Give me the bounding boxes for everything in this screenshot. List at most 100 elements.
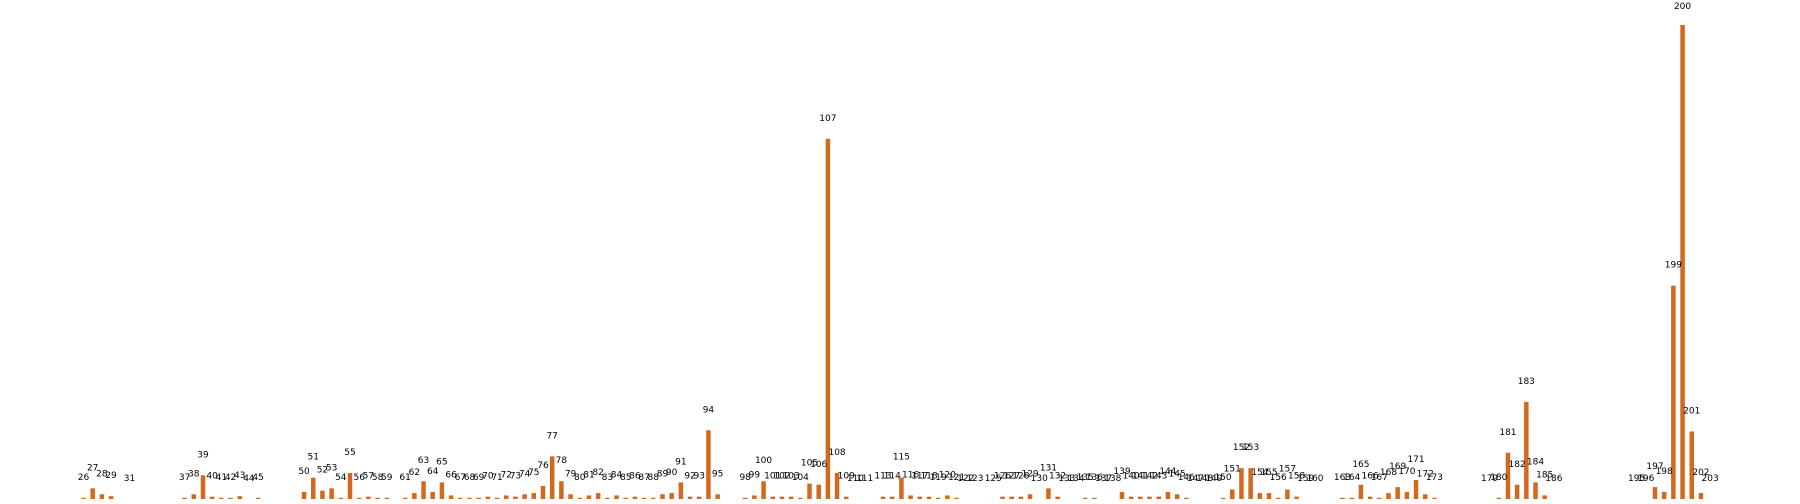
bar-142 <box>1147 496 1152 499</box>
bar-label-179: 179 <box>1481 474 1498 484</box>
bar-83 <box>605 497 610 499</box>
bar-171 <box>1413 480 1419 499</box>
bar-label-100: 100 <box>755 456 772 466</box>
bar-label-93: 93 <box>694 472 705 482</box>
bar-label-164: 164 <box>1343 473 1360 483</box>
bar-label-129: 129 <box>1021 469 1038 479</box>
bar-121 <box>954 497 959 499</box>
bar-label-150: 150 <box>1214 473 1231 483</box>
bar-label-203: 203 <box>1702 474 1719 484</box>
bar-label-52: 52 <box>317 466 328 476</box>
bar-label-122: 122 <box>957 474 974 484</box>
bar-label-170: 170 <box>1398 467 1415 477</box>
bar-200 <box>1680 25 1685 499</box>
bar-154 <box>1257 493 1263 499</box>
bar-label-110: 110 <box>847 474 864 484</box>
bar-144 <box>1165 491 1171 499</box>
bar-label-70: 70 <box>482 472 494 482</box>
bar-126 <box>1000 496 1005 499</box>
bar-label-149: 149 <box>1205 474 1222 484</box>
bar-73 <box>513 496 518 499</box>
bar-label-29: 29 <box>105 471 117 481</box>
bar-156 <box>1275 497 1281 499</box>
bar-115 <box>899 477 904 499</box>
bar-143 <box>1156 496 1161 499</box>
bar-label-61: 61 <box>399 473 410 483</box>
bar-label-88: 88 <box>648 473 660 483</box>
bar-label-78: 78 <box>556 456 568 466</box>
bar-157 <box>1285 489 1290 499</box>
bar-27 <box>90 488 95 499</box>
bar-label-43: 43 <box>234 471 245 481</box>
bar-label-123: 123 <box>966 474 983 484</box>
bar-label-181: 181 <box>1499 428 1516 438</box>
bar-164 <box>1349 497 1354 499</box>
bar-119 <box>935 497 941 499</box>
bar-180 <box>1496 497 1502 499</box>
bar-label-80: 80 <box>574 473 586 483</box>
bar-label-121: 121 <box>948 473 965 483</box>
bar-label-71: 71 <box>491 473 502 483</box>
bar-114 <box>889 496 895 499</box>
bar-label-98: 98 <box>739 473 751 483</box>
bar-label-198: 198 <box>1656 467 1673 477</box>
bar-80 <box>577 497 583 499</box>
bar-label-131: 131 <box>1040 463 1057 473</box>
bar-202 <box>1698 493 1704 499</box>
bar-label-202: 202 <box>1692 468 1709 478</box>
bar-label-50: 50 <box>298 467 310 477</box>
bar-136 <box>1092 497 1097 499</box>
bar-label-107: 107 <box>819 114 836 124</box>
bar-45 <box>255 497 261 499</box>
bar-185 <box>1542 495 1547 499</box>
bar-label-167: 167 <box>1371 473 1388 483</box>
bar-label-67: 67 <box>455 473 466 483</box>
bar-label-57: 57 <box>363 472 374 482</box>
bar-55 <box>347 472 353 499</box>
bar-label-195: 195 <box>1628 474 1645 484</box>
bar-label-102: 102 <box>773 472 790 482</box>
bar-label-186: 186 <box>1545 474 1562 484</box>
bar-131 <box>1046 488 1051 499</box>
bar-label-44: 44 <box>243 474 255 484</box>
bar-166 <box>1367 496 1373 499</box>
bar-label-163: 163 <box>1334 473 1351 483</box>
bar-label-182: 182 <box>1509 460 1526 470</box>
bar-68 <box>467 497 472 499</box>
bar-116 <box>908 495 913 499</box>
bar-label-116: 116 <box>902 470 919 480</box>
bar-77 <box>549 456 555 499</box>
bar-43 <box>237 496 242 499</box>
bar-59 <box>384 497 390 499</box>
bar-113 <box>880 496 886 499</box>
bar-label-56: 56 <box>353 473 365 483</box>
bar-label-113: 113 <box>874 472 891 482</box>
bar-label-153: 153 <box>1242 443 1259 453</box>
bar-label-184: 184 <box>1527 457 1544 467</box>
bar-label-26: 26 <box>78 473 90 483</box>
bar-56 <box>356 497 362 499</box>
bar-42 <box>228 497 233 499</box>
bar-label-63: 63 <box>418 456 429 466</box>
bar-label-141: 141 <box>1132 472 1149 482</box>
bar-41 <box>219 497 224 499</box>
bar-69 <box>476 497 481 499</box>
bar-label-180: 180 <box>1490 473 1507 483</box>
bar-65 <box>439 482 445 499</box>
bar-label-201: 201 <box>1683 406 1700 416</box>
bar-label-64: 64 <box>427 467 439 477</box>
bar-184 <box>1533 482 1538 499</box>
bar-label-133: 133 <box>1058 474 1075 484</box>
bar-label-135: 135 <box>1077 473 1094 483</box>
bar-label-152: 152 <box>1233 443 1250 453</box>
bar-102 <box>779 496 785 499</box>
bar-label-143: 143 <box>1150 472 1167 482</box>
bar-label-83: 83 <box>602 473 613 483</box>
bar-198 <box>1661 491 1667 499</box>
bar-88 <box>651 497 656 499</box>
bar-58 <box>375 497 380 499</box>
bar-label-91: 91 <box>675 457 686 467</box>
bar-98 <box>742 497 748 499</box>
